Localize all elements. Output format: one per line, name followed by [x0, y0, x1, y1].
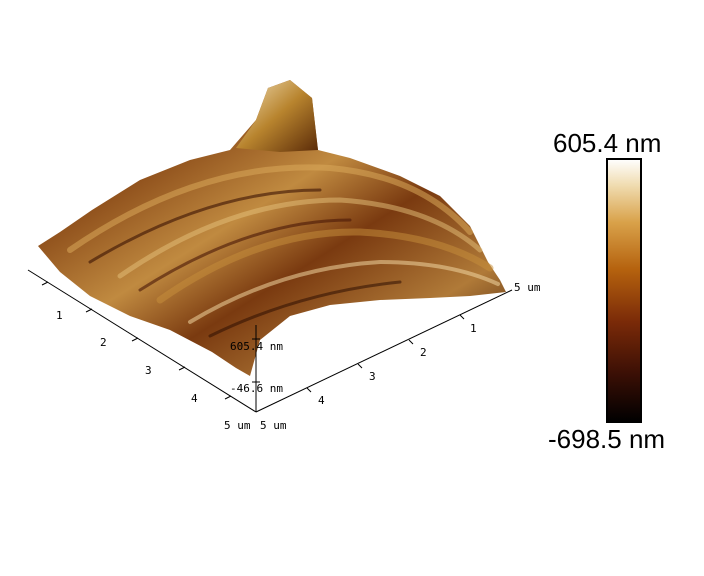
right-axis-origin-label: 5 um: [260, 419, 287, 432]
right-tick-2: 2: [420, 346, 427, 359]
right-tick-3: 3: [369, 370, 376, 383]
color-scale-bar: 605.4 nm -698.5 nm: [548, 128, 665, 454]
left-tick-3: 3: [145, 364, 152, 377]
right-axis-end-label: 5 um: [514, 281, 541, 294]
left-tick-1: 1: [56, 309, 63, 322]
z-axis-labels: 605.4 nm -46.6 nm: [230, 340, 283, 395]
left-tick-2: 2: [100, 336, 107, 349]
right-tick-4: 4: [318, 394, 325, 407]
left-axis-ticks: 1 2 3 4 5 um: [56, 309, 251, 432]
colorbar-max-label: 605.4 nm: [553, 128, 661, 158]
right-axis-ticks: 5 um 4 3 2 1 5 um: [260, 281, 541, 432]
axes-frame: [27, 269, 513, 413]
left-tick-4: 4: [191, 392, 198, 405]
colorbar-gradient: [606, 158, 642, 423]
z-min-label: -46.6 nm: [230, 382, 283, 395]
colorbar-min-label: -698.5 nm: [548, 424, 665, 454]
z-max-label: 605.4 nm: [230, 340, 283, 353]
right-tick-1: 1: [470, 322, 477, 335]
surface-render: [38, 80, 506, 376]
left-axis-end-label: 5 um: [224, 419, 251, 432]
